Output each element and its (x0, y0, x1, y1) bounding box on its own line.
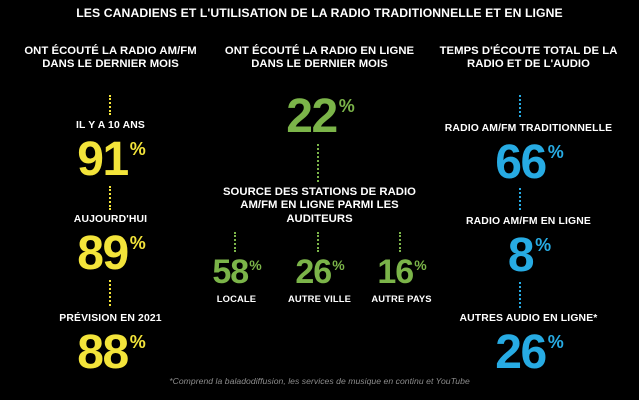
connector-dotted-middle-autre-pays (399, 232, 403, 252)
stat-percent-sign: % (547, 142, 564, 162)
stat-percent-sign: % (129, 332, 146, 352)
stat-value-radio-en-ligne-right: 8% (426, 232, 631, 280)
column-am-fm-monthly: ONT ÉCOUTÉ LA RADIO AM/FM DANS LE DERNIE… (8, 0, 213, 400)
connector-dotted-middle-locale (234, 232, 238, 252)
stat-label-radio-traditionnelle: RADIO AM/FM TRADITIONNELLE (444, 123, 613, 134)
stat-value-prevision-2021: 88% (8, 329, 213, 377)
stat-label-autre-ville: AUTRE VILLE (287, 293, 352, 304)
stat-number: 89 (77, 227, 129, 280)
stat-number: 91 (77, 133, 129, 186)
stat-number: 58 (212, 253, 249, 291)
stat-value-autre-pays: 16% (330, 255, 473, 289)
column-total-listening-time: TEMPS D'ÉCOUTE TOTAL DE LA RADIO ET DE L… (426, 0, 631, 400)
connector-dotted-left-1 (109, 95, 113, 115)
stat-number: 66 (495, 136, 547, 189)
stat-value-locale: 58% (165, 255, 308, 289)
column-heading-middle: ONT ÉCOUTÉ LA RADIO EN LIGNE DANS LE DER… (224, 45, 415, 71)
stat-number: 16 (377, 253, 414, 291)
stat-percent-sign: % (129, 233, 146, 253)
stat-value-autre-ville: 26% (248, 255, 391, 289)
stat-value-aujourdhui: 89% (8, 230, 213, 278)
stat-percent-sign: % (129, 139, 146, 159)
column-online-radio: ONT ÉCOUTÉ LA RADIO EN LIGNE DANS LE DER… (212, 0, 431, 400)
sub-heading-source-stations: SOURCE DES STATIONS DE RADIO AM/FM EN LI… (222, 186, 417, 225)
stat-percent-sign: % (338, 96, 355, 116)
column-heading-right: TEMPS D'ÉCOUTE TOTAL DE LA RADIO ET DE L… (439, 45, 618, 71)
stat-value-il-y-a-10-ans: 91% (8, 136, 213, 184)
stat-number: 26 (295, 253, 332, 291)
column-heading-left: ONT ÉCOUTÉ LA RADIO AM/FM DANS LE DERNIE… (24, 45, 197, 71)
stat-label-aujourdhui: AUJOURD'HUI (73, 214, 148, 225)
stat-label-prevision-2021: PRÉVISION EN 2021 (59, 313, 162, 324)
stat-percent-sign: % (249, 257, 262, 273)
connector-dotted-middle-autre-ville (317, 232, 321, 252)
stat-label-autre-pays: AUTRE PAYS (371, 293, 432, 304)
stat-value-autres-audio-en-ligne: 26% (426, 329, 631, 377)
connector-dotted-left-2 (109, 186, 113, 210)
stat-value-radio-traditionnelle: 66% (426, 139, 631, 187)
stat-percent-sign: % (535, 235, 552, 255)
stat-label-il-y-a-10-ans: IL Y A 10 ANS (76, 120, 145, 131)
stat-percent-sign: % (332, 257, 345, 273)
stat-percent-sign: % (547, 332, 564, 352)
connector-dotted-middle-1 (317, 144, 321, 182)
connector-dotted-right-1 (519, 95, 523, 117)
stat-percent-sign: % (414, 257, 427, 273)
footnote-text: *Comprend la baladodiffusion, les servic… (169, 376, 470, 386)
page-title: LES CANADIENS ET L'UTILISATION DE LA RAD… (76, 6, 563, 20)
connector-dotted-right-2 (519, 188, 523, 210)
connector-dotted-left-3 (109, 280, 113, 306)
connector-dotted-right-3 (519, 282, 523, 308)
stat-number: 22 (286, 90, 338, 143)
stat-value-radio-en-ligne: 22% (213, 93, 426, 141)
stat-number: 8 (507, 229, 535, 282)
stat-number: 26 (495, 326, 547, 379)
stat-label-autres-audio-en-ligne: AUTRES AUDIO EN LIGNE* (459, 313, 598, 324)
stat-label-locale: LOCALE (216, 293, 257, 304)
stat-number: 88 (77, 326, 129, 379)
stat-label-radio-en-ligne: RADIO AM/FM EN LIGNE (466, 216, 591, 227)
